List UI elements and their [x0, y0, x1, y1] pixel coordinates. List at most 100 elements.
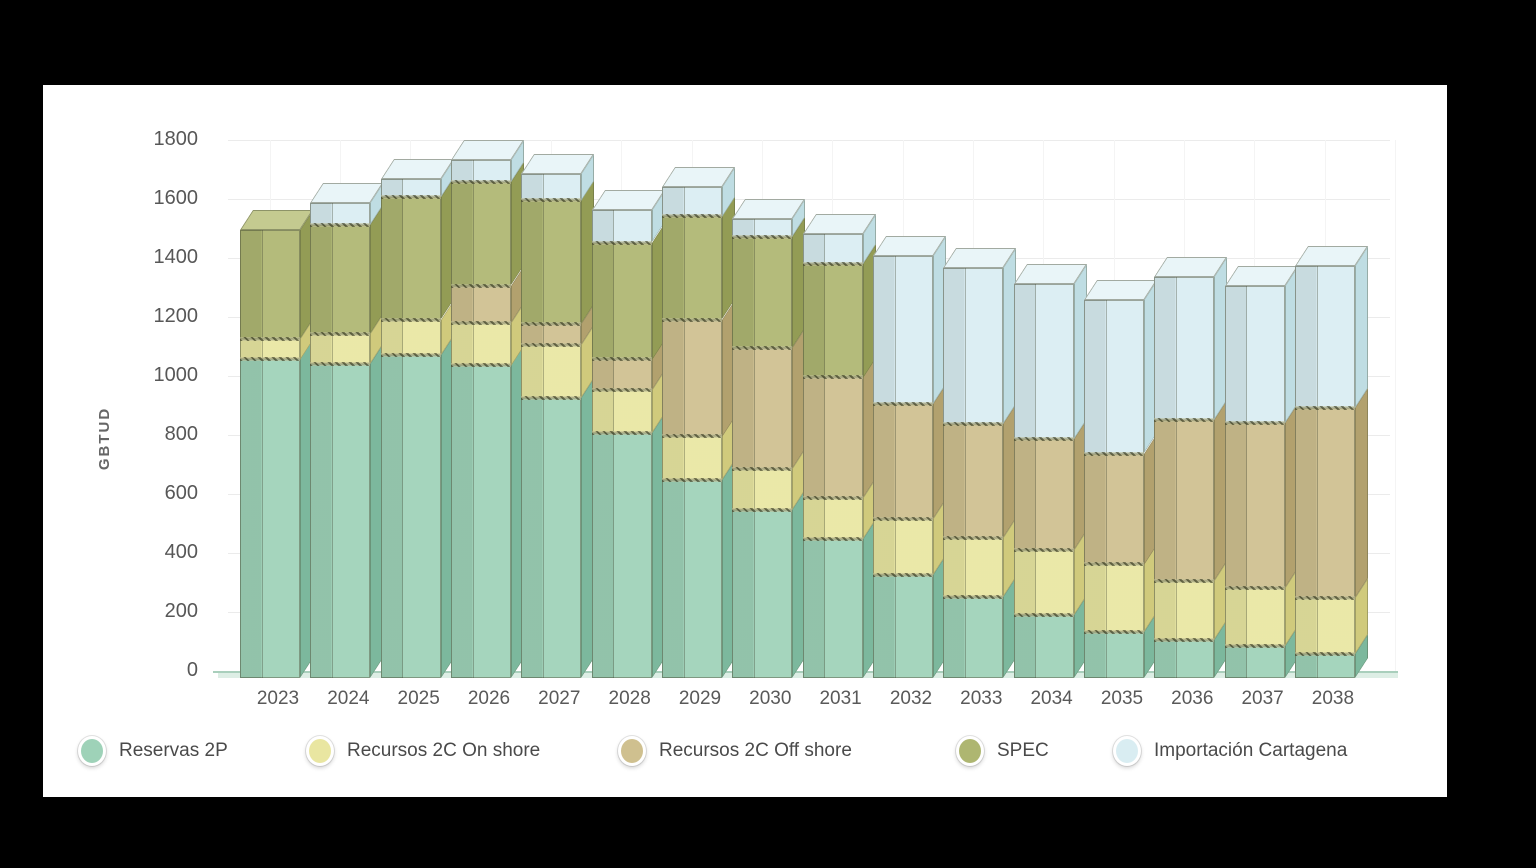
- bar-segment-2035-recursos-2c-off-shore[interactable]: [1083, 453, 1144, 565]
- bar-segment-2029-recursos-2c-on-shore[interactable]: [661, 436, 722, 481]
- bar-segment-2030-recursos-2c-on-shore[interactable]: [732, 468, 793, 510]
- bar-segment-2035-importaci-n-cartagena[interactable]: [1083, 300, 1144, 454]
- bar-segment-2035-recursos-2c-on-shore[interactable]: [1083, 564, 1144, 633]
- segment-shading: [1294, 266, 1355, 409]
- legend-item-recursos-2c-on-shore[interactable]: Recursos 2C On shore: [306, 733, 540, 769]
- bar-segment-2036-importaci-n-cartagena[interactable]: [1154, 276, 1215, 420]
- bar-segment-2024-importaci-n-cartagena[interactable]: [310, 203, 371, 226]
- bar-segment-2028-importaci-n-cartagena[interactable]: [591, 210, 652, 243]
- segment-shading: [521, 173, 582, 201]
- bar-segment-2032-importaci-n-cartagena[interactable]: [872, 256, 933, 404]
- segment-boundary: [802, 375, 863, 380]
- segment-corner-edge: [683, 216, 685, 320]
- bar-segment-2038-recursos-2c-off-shore[interactable]: [1294, 408, 1355, 599]
- segment-shading: [521, 397, 582, 678]
- bar-segment-2028-reservas-2p[interactable]: [591, 433, 652, 678]
- segment-boundary: [661, 478, 722, 483]
- bar-segment-2030-importaci-n-cartagena[interactable]: [732, 219, 793, 237]
- bar-segment-2026-importaci-n-cartagena[interactable]: [450, 160, 511, 183]
- legend-item-spec[interactable]: SPEC: [956, 733, 1049, 769]
- bar-segment-2027-recursos-2c-off-shore[interactable]: [521, 324, 582, 345]
- bar-segment-2034-reservas-2p[interactable]: [1013, 614, 1074, 678]
- legend-swatch-icon: [956, 736, 984, 766]
- bar-segment-2029-reservas-2p[interactable]: [661, 480, 722, 678]
- bar-segment-2025-recursos-2c-on-shore[interactable]: [380, 319, 441, 355]
- bar-segment-2025-spec[interactable]: [380, 197, 441, 320]
- bar-segment-2038-recursos-2c-on-shore[interactable]: [1294, 598, 1355, 655]
- segment-shading: [732, 236, 793, 348]
- segment-shading: [1013, 284, 1074, 440]
- segment-corner-edge: [1246, 588, 1248, 646]
- bar-segment-2031-recursos-2c-off-shore[interactable]: [802, 377, 863, 499]
- segment-shading: [380, 354, 441, 678]
- bar-segment-2024-spec[interactable]: [310, 225, 371, 335]
- bar-segment-2038-reservas-2p[interactable]: [1294, 654, 1355, 678]
- segment-corner-edge: [1035, 439, 1037, 550]
- legend-label: Reservas 2P: [119, 740, 228, 761]
- bar-segment-2029-importaci-n-cartagena[interactable]: [661, 186, 722, 217]
- bar-segment-2033-recursos-2c-off-shore[interactable]: [943, 424, 1004, 538]
- segment-shading: [732, 509, 793, 678]
- bar-segment-2024-reservas-2p[interactable]: [310, 363, 371, 678]
- bar-segment-2029-recursos-2c-off-shore[interactable]: [661, 319, 722, 437]
- bar-segment-2030-recursos-2c-off-shore[interactable]: [732, 347, 793, 469]
- bar-segment-2036-recursos-2c-on-shore[interactable]: [1154, 580, 1215, 640]
- bar-segment-2033-reservas-2p[interactable]: [943, 596, 1004, 678]
- bar-segment-2024-recursos-2c-on-shore[interactable]: [310, 334, 371, 364]
- bar-segment-2027-spec[interactable]: [521, 200, 582, 324]
- bar-segment-2036-reservas-2p[interactable]: [1154, 639, 1215, 678]
- bar-segment-2033-recursos-2c-on-shore[interactable]: [943, 537, 1004, 597]
- bar-segment-2037-reservas-2p[interactable]: [1224, 645, 1285, 678]
- bar-segment-2034-recursos-2c-on-shore[interactable]: [1013, 549, 1074, 615]
- bar-segment-2027-importaci-n-cartagena[interactable]: [521, 173, 582, 201]
- bar-segment-2025-importaci-n-cartagena[interactable]: [380, 179, 441, 198]
- bar-segment-2035-reservas-2p[interactable]: [1083, 632, 1144, 678]
- bar-segment-2030-reservas-2p[interactable]: [732, 509, 793, 678]
- segment-corner-edge: [1175, 419, 1177, 581]
- segment-shading: [1224, 285, 1285, 423]
- bar-segment-2027-recursos-2c-on-shore[interactable]: [521, 344, 582, 398]
- bar-segment-2023-spec[interactable]: [240, 229, 300, 339]
- legend-item-importaci-n-cartagena[interactable]: Importación Cartagena: [1113, 733, 1347, 769]
- legend-item-recursos-2c-off-shore[interactable]: Recursos 2C Off shore: [618, 733, 852, 769]
- bar-segment-2031-importaci-n-cartagena[interactable]: [802, 234, 863, 264]
- segment-corner-edge: [402, 354, 404, 678]
- bar-segment-2026-spec[interactable]: [450, 182, 511, 286]
- bar-segment-2034-recursos-2c-off-shore[interactable]: [1013, 439, 1074, 550]
- segment-shading: [943, 537, 1004, 597]
- bar-top-face: [591, 190, 665, 211]
- segment-boundary: [661, 317, 722, 322]
- bar-segment-2037-recursos-2c-off-shore[interactable]: [1224, 422, 1285, 588]
- legend-item-reservas-2p[interactable]: Reservas 2P: [78, 733, 228, 769]
- bar-segment-2032-recursos-2c-on-shore[interactable]: [872, 518, 933, 575]
- segment-boundary: [240, 336, 300, 341]
- bar-segment-2030-spec[interactable]: [732, 236, 793, 348]
- bar-segment-2023-reservas-2p[interactable]: [240, 359, 300, 678]
- bar-segment-2026-reservas-2p[interactable]: [450, 365, 511, 678]
- bar-segment-2032-reservas-2p[interactable]: [872, 574, 933, 678]
- bar-segment-2028-spec[interactable]: [591, 242, 652, 360]
- bar-segment-2031-reservas-2p[interactable]: [802, 539, 863, 678]
- segment-shading: [591, 390, 652, 434]
- bar-segment-2027-reservas-2p[interactable]: [521, 397, 582, 678]
- bar-segment-2036-recursos-2c-off-shore[interactable]: [1154, 419, 1215, 581]
- bar-segment-2031-spec[interactable]: [802, 263, 863, 378]
- bar-segment-2032-recursos-2c-off-shore[interactable]: [872, 403, 933, 519]
- bar-segment-2026-recursos-2c-on-shore[interactable]: [450, 322, 511, 366]
- segment-corner-edge: [824, 539, 826, 678]
- segment-boundary: [591, 388, 652, 393]
- segment-boundary: [310, 332, 371, 337]
- bar-segment-2028-recursos-2c-on-shore[interactable]: [591, 390, 652, 434]
- bar-segment-2033-importaci-n-cartagena[interactable]: [943, 267, 1004, 425]
- bar-segment-2034-importaci-n-cartagena[interactable]: [1013, 284, 1074, 440]
- bar-segment-2026-recursos-2c-off-shore[interactable]: [450, 285, 511, 323]
- bar-segment-2037-importaci-n-cartagena[interactable]: [1224, 285, 1285, 423]
- bar-segment-2028-recursos-2c-off-shore[interactable]: [591, 359, 652, 391]
- bar-segment-2029-spec[interactable]: [661, 216, 722, 320]
- bar-segment-2023-recursos-2c-on-shore[interactable]: [240, 338, 300, 360]
- bar-segment-2038-importaci-n-cartagena[interactable]: [1294, 266, 1355, 409]
- segment-shading: [1224, 588, 1285, 646]
- bar-segment-2031-recursos-2c-on-shore[interactable]: [802, 498, 863, 540]
- bar-segment-2025-reservas-2p[interactable]: [380, 354, 441, 678]
- bar-segment-2037-recursos-2c-on-shore[interactable]: [1224, 588, 1285, 646]
